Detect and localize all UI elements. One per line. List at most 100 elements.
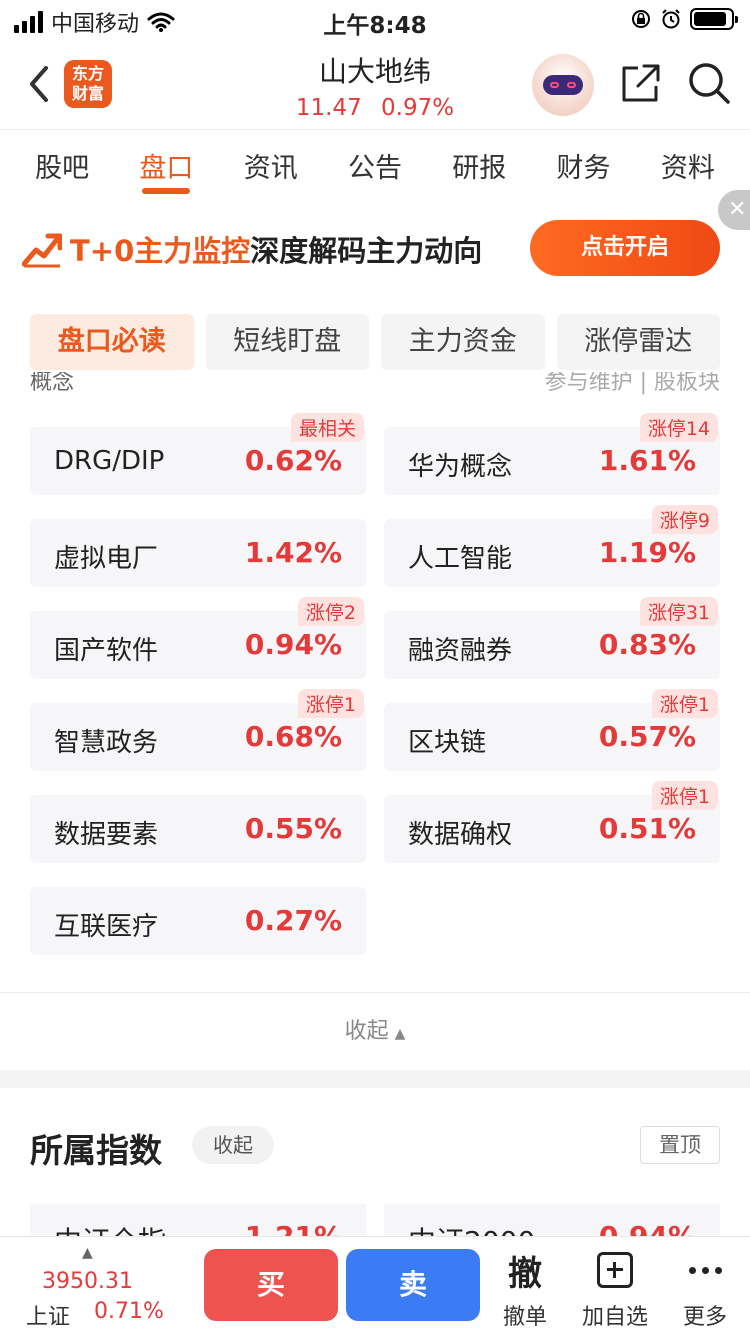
concept-pct: 0.51% <box>598 812 696 845</box>
sell-button[interactable]: 卖 <box>346 1249 480 1321</box>
alarm-icon <box>662 9 680 29</box>
concept-pct: 1.61% <box>598 444 696 477</box>
stock-change: 0.97% <box>381 95 455 121</box>
banner-close-icon[interactable]: ✕ <box>718 190 750 230</box>
concept-pct: 0.62% <box>244 444 342 477</box>
concept-tag: 涨停1 <box>297 689 364 718</box>
add-box-icon <box>597 1252 633 1288</box>
wifi-icon <box>147 12 175 32</box>
buy-button[interactable]: 买 <box>204 1249 338 1321</box>
concept-card[interactable]: 互联医疗 0.27% <box>30 887 366 955</box>
concept-card[interactable]: 融资融券 0.83% 涨停31 <box>384 597 720 679</box>
cancel-order-button[interactable]: 撤 撤单 <box>482 1245 568 1331</box>
concept-card[interactable]: 华为概念 1.61% 涨停14 <box>384 413 720 495</box>
concept-pct: 0.83% <box>598 628 696 661</box>
concept-name: DRG/DIP <box>54 446 165 476</box>
concepts-header-partial: 概念 参与维护 | 股板块 <box>30 372 720 396</box>
concept-name: 数据要素 <box>54 820 159 850</box>
signal-icon <box>14 11 43 33</box>
concept-pct: 1.19% <box>598 536 696 569</box>
banner-text: T+0主力监控深度解码主力动向 <box>70 228 482 270</box>
subtab-main-funds[interactable]: 主力资金 <box>381 314 545 370</box>
concept-card[interactable]: 区块链 0.57% 涨停1 <box>384 689 720 771</box>
concept-card[interactable]: 虚拟电厂 1.42% <box>30 519 366 587</box>
more-button[interactable]: 更多 <box>662 1245 748 1331</box>
concept-card[interactable]: 数据确权 0.51% 涨停1 <box>384 781 720 863</box>
concept-name: 智慧政务 <box>54 728 159 758</box>
tab-pankou[interactable]: 盘口 <box>139 130 193 198</box>
stock-quote: 11.47 0.97% <box>0 95 750 121</box>
stock-name: 山大地纬 <box>318 55 431 88</box>
stock-price: 11.47 <box>295 95 362 121</box>
concept-card[interactable]: 人工智能 1.19% 涨停9 <box>384 505 720 587</box>
bottom-trade-bar: ▲ 3950.31 上证 0.71% 买 卖 撤 撤单 加自选 更多 <box>0 1236 750 1334</box>
banner-highlight: T+0主力监控 <box>70 234 251 268</box>
collapse-label: 收起 <box>344 1019 389 1044</box>
back-arrow-icon[interactable] <box>22 60 58 108</box>
tab-news[interactable]: 资讯 <box>243 153 298 184</box>
subtab-must-read[interactable]: 盘口必读 <box>30 314 194 370</box>
tab-guba[interactable]: 股吧 <box>35 153 90 184</box>
more-dots-icon <box>688 1266 722 1274</box>
share-icon[interactable] <box>618 62 662 106</box>
concept-card[interactable]: 智慧政务 0.68% 涨停1 <box>30 689 366 771</box>
concept-tag: 涨停1 <box>651 781 718 810</box>
subtab-short-watch[interactable]: 短线盯盘 <box>205 314 369 370</box>
battery-icon <box>690 8 738 30</box>
section-divider <box>0 1070 750 1088</box>
market-value: 3950.31 <box>42 1269 133 1294</box>
concept-tag: 涨停31 <box>639 597 718 626</box>
concepts-label: 概念 <box>30 372 75 395</box>
concept-name: 互联医疗 <box>54 912 159 942</box>
promo-banner: T+0主力监控深度解码主力动向 点击开启 ✕ <box>0 190 750 298</box>
robot-assistant-icon[interactable] <box>532 54 594 116</box>
concept-card[interactable]: DRG/DIP 0.62% 最相关 <box>30 413 366 495</box>
main-tabs: 股吧 盘口 资讯 公告 研报 财务 资料 <box>0 130 750 198</box>
index-collapse-button[interactable]: 收起 <box>192 1126 274 1164</box>
concept-pct: 0.27% <box>244 904 342 937</box>
carrier-label: 中国移动 <box>51 12 140 37</box>
concept-pct: 0.57% <box>598 720 696 753</box>
concept-name: 国产软件 <box>54 636 159 666</box>
stock-header: 东方 财富 山大地纬 11.47 0.97% <box>0 40 750 130</box>
add-watchlist-button[interactable]: 加自选 <box>572 1245 658 1331</box>
concept-tag: 涨停1 <box>651 689 718 718</box>
banner-open-button[interactable]: 点击开启 <box>530 220 720 276</box>
concept-name: 人工智能 <box>408 544 513 574</box>
subtab-limit-up-radar[interactable]: 涨停雷达 <box>556 314 720 370</box>
cancel-order-label: 撤单 <box>502 1305 547 1330</box>
logo-line1: 东方 <box>71 64 104 83</box>
concepts-maintain-link[interactable]: 参与维护 | 股板块 <box>544 372 720 395</box>
status-left: 中国移动 <box>14 6 175 38</box>
trend-chart-icon <box>22 233 62 268</box>
search-icon[interactable] <box>686 60 732 106</box>
more-label: 更多 <box>682 1305 727 1330</box>
concept-name: 虚拟电厂 <box>54 544 159 574</box>
concept-name: 融资融券 <box>408 636 513 666</box>
rotation-lock-icon <box>632 10 650 28</box>
concept-pct: 1.42% <box>244 536 342 569</box>
concept-card[interactable]: 国产软件 0.94% 涨停2 <box>30 597 366 679</box>
tab-announcements[interactable]: 公告 <box>347 153 402 184</box>
concept-pct: 0.55% <box>244 812 342 845</box>
sub-tabs: 盘口必读 短线盯盘 主力资金 涨停雷达 <box>30 314 720 370</box>
tab-profile[interactable]: 资料 <box>660 153 715 184</box>
concept-name: 华为概念 <box>408 452 513 482</box>
concept-tag: 最相关 <box>290 413 364 442</box>
banner-description: 深度解码主力动向 <box>250 234 483 268</box>
status-time: 上午8:48 <box>323 13 427 39</box>
cancel-glyph-icon: 撤 <box>508 1253 542 1294</box>
market-change: 0.71% <box>94 1299 164 1324</box>
collapse-button[interactable]: 收起 ▲ <box>0 992 750 1070</box>
caret-up-icon: ▲ <box>82 1245 93 1261</box>
concept-tag: 涨停2 <box>297 597 364 626</box>
concept-card[interactable]: 数据要素 0.55% <box>30 795 366 863</box>
chevron-up-icon: ▲ <box>394 1026 406 1042</box>
app-logo[interactable]: 东方 财富 <box>64 60 112 108</box>
tab-research[interactable]: 研报 <box>452 153 507 184</box>
logo-line2: 财富 <box>71 84 104 103</box>
pin-top-button[interactable]: 置顶 <box>640 1126 720 1164</box>
tab-finance[interactable]: 财务 <box>556 153 611 184</box>
concept-name: 区块链 <box>408 728 487 758</box>
status-bar: 中国移动 上午8:48 <box>0 0 750 40</box>
